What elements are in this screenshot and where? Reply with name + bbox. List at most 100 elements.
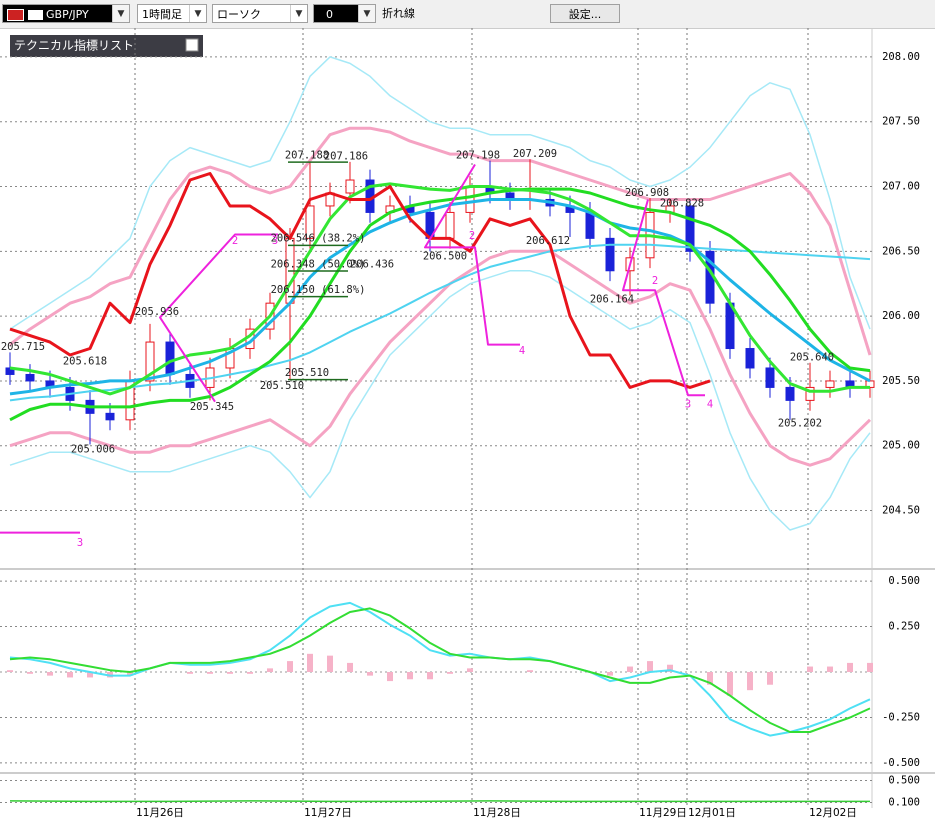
dropdown-arrow: ▼ <box>290 5 307 22</box>
candle-body <box>745 348 755 369</box>
y-tick-label: 205.50 <box>882 375 920 387</box>
price-annotation: 205.715 <box>1 341 45 353</box>
settings-button[interactable]: 設定... <box>550 4 620 23</box>
x-tick-label: 11月29日 <box>639 807 687 819</box>
histogram-bar <box>7 670 13 672</box>
y-tick-label: 204.50 <box>882 505 920 517</box>
histogram-bar <box>267 668 273 672</box>
histogram-bar <box>807 666 813 672</box>
histogram-bar <box>867 662 873 672</box>
candle-body <box>145 341 155 382</box>
candle-body <box>605 237 615 272</box>
histogram-bar <box>667 664 673 672</box>
price-annotation: 206.546 (38.2%) <box>271 232 366 244</box>
candle-body <box>465 186 475 213</box>
style-select[interactable]: ローソク ▼ <box>212 4 308 23</box>
series-line <box>9 56 871 330</box>
histogram-bar <box>647 661 653 672</box>
histogram-bar <box>207 672 213 674</box>
histogram-bar <box>187 672 193 674</box>
price-annotation: 207.198 <box>456 149 500 161</box>
x-tick-label: 11月26日 <box>136 807 184 819</box>
price-annotation: 205.510 <box>285 367 329 379</box>
chart-style: ローソク <box>217 8 261 21</box>
price-annotation: 206.908 <box>625 187 669 199</box>
chart-area: テクニカル指標リスト 11月26日 11月27日 11月28日 11月29日 12月01… <box>0 28 935 819</box>
histogram-bar <box>247 672 253 674</box>
candle-body <box>345 179 355 194</box>
y-tick-label: 208.00 <box>882 51 920 63</box>
y-tick-label: 205.00 <box>882 440 920 452</box>
series-line <box>9 601 871 737</box>
histogram-bar <box>387 672 393 682</box>
price-annotation: 206.828 <box>660 197 704 209</box>
candle-body <box>805 386 815 401</box>
series-line <box>9 249 872 467</box>
histogram-bar <box>607 672 613 676</box>
y-tick-label: 0.250 <box>888 621 920 633</box>
price-annotation: 205.345 <box>190 401 234 413</box>
field-select[interactable]: 0 ▼ <box>313 4 376 23</box>
price-annotation: 206.164 <box>590 293 634 305</box>
price-annotation: 207.209 <box>513 148 557 160</box>
y-tick-label: 0.100 <box>888 797 920 809</box>
timeframe-select[interactable]: 1時間足 ▼ <box>137 4 207 23</box>
price-annotation: 206.436 <box>350 258 394 270</box>
price-annotation: 206.500 <box>423 251 467 263</box>
wave-label: 4 <box>519 345 525 357</box>
candle-body <box>585 211 595 239</box>
flag-jp <box>27 10 43 20</box>
histogram-bar <box>527 670 533 672</box>
histogram-bar <box>27 672 33 674</box>
candle-body <box>305 205 315 239</box>
series-line <box>9 198 871 396</box>
histogram-bar <box>727 672 733 696</box>
price-annotation: 207.188 <box>285 149 329 161</box>
y-tick-label: 0.500 <box>888 775 920 787</box>
series-line <box>9 800 870 803</box>
candle-body <box>765 367 775 388</box>
series-line <box>9 126 872 356</box>
timeframe: 1時間足 <box>142 8 182 21</box>
series-line <box>9 172 711 389</box>
x-tick-label: 11月27日 <box>304 807 352 819</box>
price-annotation: 207.186 <box>324 151 368 163</box>
histogram-bar <box>407 672 413 680</box>
toolbar: GBP/JPY ▼ 1時間足 ▼ ローソク ▼ 0 ▼ 折れ線 設定... <box>0 0 935 29</box>
price-annotation: 205.618 <box>63 355 107 367</box>
histogram-bar <box>87 672 93 678</box>
histogram-bar <box>47 672 53 676</box>
candle-body <box>825 380 835 388</box>
series-line <box>9 243 871 402</box>
line-option[interactable]: 折れ線 <box>382 7 415 20</box>
wave-label: 4 <box>707 398 713 410</box>
histogram-bar <box>767 672 773 685</box>
series-line <box>9 182 870 396</box>
series-line <box>9 187 871 422</box>
price-annotation: 205.510 <box>260 380 304 392</box>
indicator-list-panel[interactable] <box>10 35 203 57</box>
indicator-list-title: テクニカル指標リスト <box>14 38 134 53</box>
wave-label: 3 <box>77 537 83 549</box>
dropdown-arrow: ▼ <box>358 5 375 22</box>
dropdown-arrow: ▼ <box>112 5 129 22</box>
symbol-select[interactable]: GBP/JPY ▼ <box>2 4 130 23</box>
candle-body <box>785 386 795 401</box>
dropdown-arrow: ▼ <box>189 5 206 22</box>
histogram-bar <box>127 672 133 676</box>
y-tick-label: 206.50 <box>882 245 920 257</box>
panel-toggle[interactable] <box>185 38 199 52</box>
series-line <box>0 163 705 534</box>
symbol: GBP/JPY <box>46 8 89 21</box>
histogram-bar <box>467 668 473 672</box>
x-tick-label: 12月02日 <box>809 807 857 819</box>
histogram-bar <box>287 661 293 672</box>
price-annotation: 205.006 <box>71 444 115 456</box>
histogram-bar <box>747 672 753 691</box>
histogram-bar <box>427 672 433 680</box>
histogram-bar <box>67 672 73 678</box>
x-tick-label: 12月01日 <box>688 807 736 819</box>
histogram-bar <box>347 662 353 672</box>
wave-label: 2 <box>469 230 475 242</box>
field: 0 <box>326 8 333 21</box>
